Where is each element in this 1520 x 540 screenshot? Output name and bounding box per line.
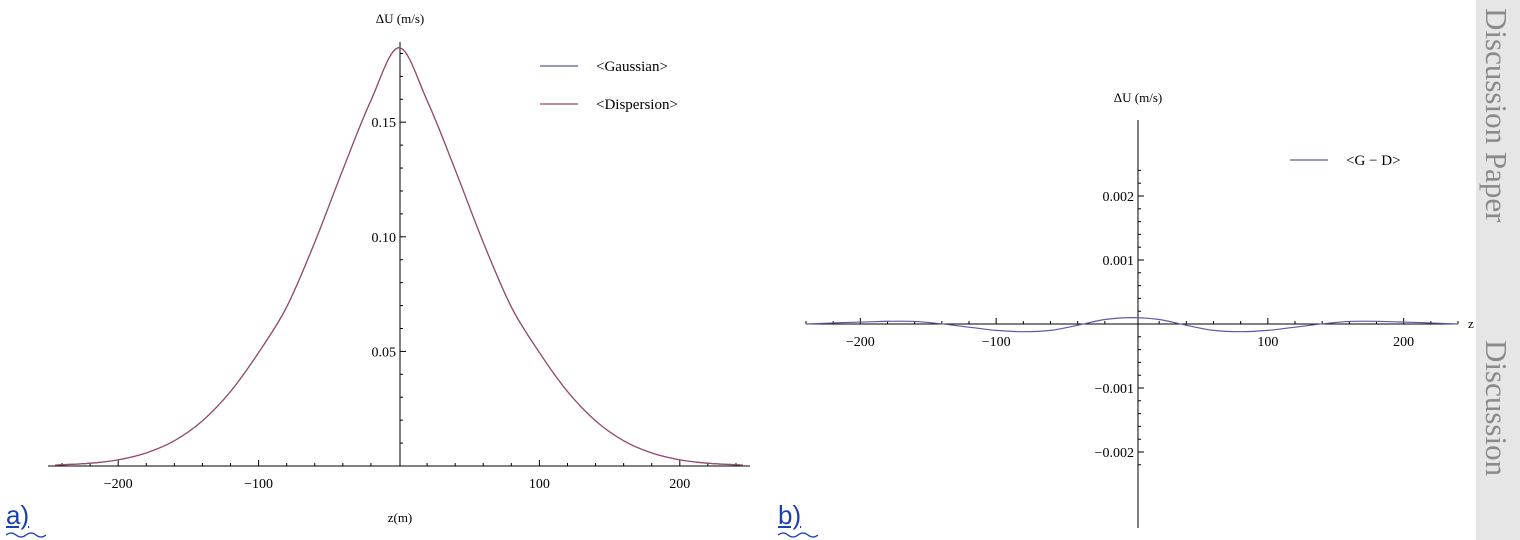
sidebar-top-text: Discussion Paper [1479,8,1514,223]
series-line-1 [54,47,744,466]
sidebar-bottom-text: Discussion [1479,340,1514,477]
panel-label-a: a) [6,500,30,530]
y-tick-label: 0.10 [372,231,397,246]
y-axis-label: ΔU (m/s) [1114,90,1162,105]
squiggle-mark-b [778,532,818,538]
y-tick-label: 0.002 [1103,190,1135,205]
legend-label: <G − D> [1346,153,1401,169]
chart-b [805,120,1459,528]
y-axis-label: ΔU (m/s) [376,11,424,26]
y-tick-label: −0.002 [1095,446,1134,461]
y-tick-label: 0.15 [372,116,397,131]
chart-a [48,42,750,467]
x-tick-label: −100 [982,335,1011,350]
series-line-0 [805,316,1459,333]
x-tick-label: −200 [846,335,875,350]
legend-label: <Gaussian> [596,59,668,75]
y-tick-label: −0.001 [1095,382,1134,397]
x-tick-label: 200 [669,477,690,492]
sidebar-discussion-paper: Discussion Paper Discussion [1476,0,1520,540]
squiggle-mark-a [6,532,46,538]
panel-label-b: b) [778,500,802,530]
legend-label: <Dispersion> [596,97,678,113]
y-tick-label: 0.001 [1103,254,1135,269]
x-tick-label: 100 [529,477,550,492]
y-tick-label: 0.05 [372,345,397,360]
x-tick-label: −200 [104,477,133,492]
x-tick-label: 200 [1393,335,1414,350]
x-tick-label: 100 [1257,335,1278,350]
x-axis-label: z(m) [388,510,413,525]
x-tick-label: −100 [244,477,273,492]
